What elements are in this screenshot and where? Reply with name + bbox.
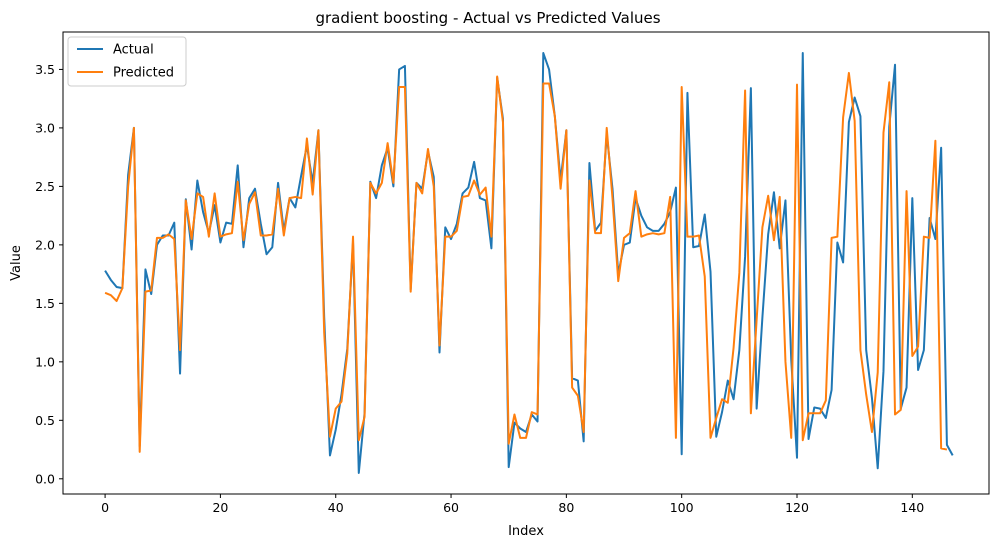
y-axis: 0.0 0.5 1.0 1.5 2.0 2.5 3.0 3.5 <box>35 62 63 486</box>
x-tick-label: 60 <box>443 500 459 515</box>
legend: Actual Predicted <box>67 36 187 87</box>
y-tick-label: 1.0 <box>35 354 55 369</box>
y-tick-label: 0.5 <box>35 413 55 428</box>
x-axis: 0 20 40 60 80 100 120 140 <box>101 494 924 515</box>
x-tick-label: 120 <box>785 500 809 515</box>
y-tick-label: 3.5 <box>35 62 55 77</box>
y-axis-label: Value <box>9 245 24 281</box>
y-tick-label: 3.0 <box>35 120 55 135</box>
chart-title: gradient boosting - Actual vs Predicted … <box>315 9 660 27</box>
y-tick-label: 2.0 <box>35 237 55 252</box>
legend-label-actual: Actual <box>113 43 154 58</box>
x-axis-label: Index <box>508 524 544 539</box>
x-tick-label: 80 <box>558 500 574 515</box>
y-tick-label: 1.5 <box>35 296 55 311</box>
x-tick-label: 20 <box>212 500 228 515</box>
plot-frame <box>62 31 990 495</box>
x-tick-label: 40 <box>328 500 344 515</box>
series-line-predicted <box>104 71 948 453</box>
series-layer <box>104 52 954 474</box>
x-tick-label: 140 <box>900 500 924 515</box>
series-line-actual <box>104 52 954 474</box>
y-tick-label: 0.0 <box>35 471 55 486</box>
legend-label-predicted: Predicted <box>113 66 174 81</box>
x-tick-label: 100 <box>670 500 694 515</box>
x-tick-label: 0 <box>101 500 109 515</box>
y-tick-label: 2.5 <box>35 179 55 194</box>
